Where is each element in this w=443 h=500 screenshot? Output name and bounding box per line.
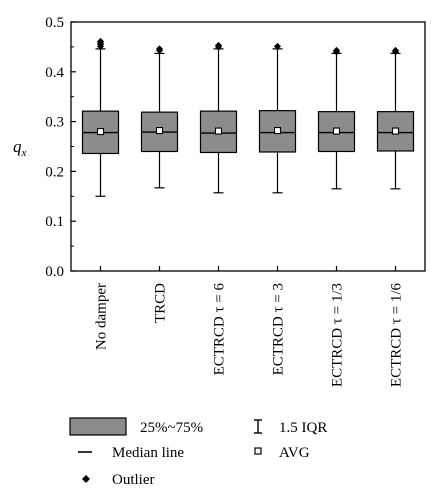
y-tick-label: 0.4 xyxy=(45,65,64,81)
legend-outlier-swatch xyxy=(82,475,90,483)
box-group xyxy=(376,46,415,271)
y-tick-label: 0.2 xyxy=(45,164,64,180)
box-group xyxy=(199,41,238,271)
avg-marker xyxy=(332,127,341,135)
plot-frame xyxy=(70,21,426,272)
y-tick-label: 0.0 xyxy=(45,264,64,280)
y-axis-label-subscript: x xyxy=(21,147,27,159)
box-group xyxy=(81,37,120,271)
y-axis-label-main: q xyxy=(13,137,22,156)
y-axis-label: qx xyxy=(13,137,27,159)
legend-box-swatch xyxy=(69,417,127,436)
legend-avg-swatch xyxy=(254,447,262,455)
outlier-point xyxy=(333,46,340,54)
y-tick-label: 0.1 xyxy=(45,214,64,230)
avg-marker xyxy=(273,127,282,135)
outlier-point xyxy=(392,46,399,54)
x-axis-labels: No damper TRCD ECTRCD τ = 6 ECTRCD τ = 3 ECT… xyxy=(94,283,405,388)
box-group xyxy=(317,46,356,271)
y-axis-ticks: 0.0 0.1 0.2 0.3 0.4 0.5 xyxy=(45,15,76,280)
outlier-point xyxy=(215,41,222,49)
category-label: ECTRCD τ = 1/3 xyxy=(330,283,346,387)
legend-box-label: 25%~75% xyxy=(140,420,203,436)
avg-marker xyxy=(155,127,164,135)
category-label: No damper xyxy=(94,283,110,350)
y-tick-label: 0.5 xyxy=(45,15,64,31)
avg-marker xyxy=(391,127,400,135)
outlier-point xyxy=(274,42,281,50)
y-tick-label: 0.3 xyxy=(45,115,64,131)
legend-median-label: Median line xyxy=(112,445,184,461)
category-label: ECTRCD τ = 3 xyxy=(271,283,287,375)
box-series xyxy=(81,37,415,271)
legend-iqr-swatch xyxy=(254,419,262,434)
legend-avg-label: AVG xyxy=(279,445,310,461)
category-label: TRCD xyxy=(153,283,169,323)
legend-iqr-label: 1.5 IQR xyxy=(279,420,327,436)
outlier-point xyxy=(156,45,163,53)
category-label: ECTRCD τ = 6 xyxy=(212,283,228,376)
box-group xyxy=(140,45,179,271)
legend-outlier-label: Outlier xyxy=(112,472,155,488)
legend: 25%~75% Median line Outlier 1.5 IQR AVG xyxy=(69,417,327,488)
box-group xyxy=(258,42,297,271)
outlier-point xyxy=(97,37,104,45)
category-label: ECTRCD τ = 1/6 xyxy=(389,283,405,388)
avg-marker xyxy=(214,127,223,135)
avg-marker xyxy=(96,128,105,136)
